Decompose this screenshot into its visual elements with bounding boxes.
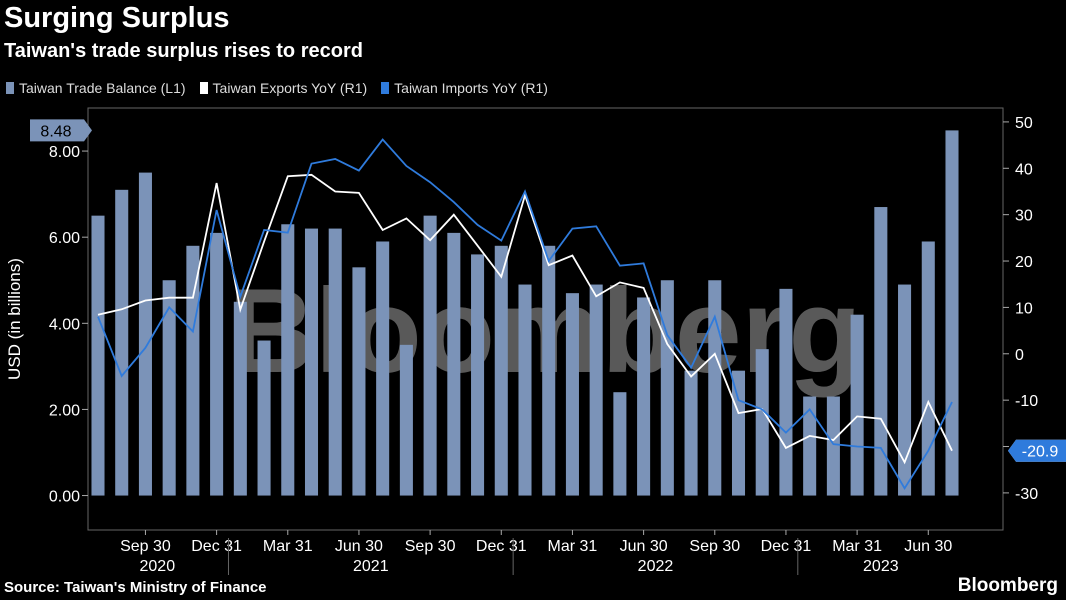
right-tick-label: 30 [1015, 208, 1033, 225]
x-tick-label: Sep 30 [120, 538, 171, 555]
trade-balance-bar [518, 284, 532, 496]
trade-balance-bar [803, 396, 817, 496]
legend-swatch-trade-balance [6, 82, 14, 94]
chart-title: Surging Surplus [4, 2, 230, 34]
legend-item-trade-balance: Taiwan Trade Balance (L1) [6, 80, 186, 96]
trade-balance-bar [613, 392, 627, 496]
x-tick-label: Jun 30 [335, 538, 383, 555]
legend-label-trade-balance: Taiwan Trade Balance (L1) [19, 80, 186, 96]
left-tick-label: 2.00 [49, 402, 80, 419]
trade-balance-bar [281, 224, 295, 496]
x-tick-label: Jun 30 [620, 538, 668, 555]
left-tick-label: 4.00 [49, 316, 80, 333]
trade-balance-bar [898, 284, 912, 496]
right-tick-label: -10 [1015, 393, 1038, 410]
right-tick-label: -30 [1015, 486, 1038, 503]
x-tick-label: Mar 31 [548, 538, 598, 555]
imports-line [97, 138, 953, 491]
trade-balance-bar [637, 297, 651, 496]
chart-subtitle: Taiwan's trade surplus rises to record [4, 40, 363, 62]
trade-balance-bar [447, 232, 461, 496]
last-value-marker-imports [1008, 439, 1066, 462]
trade-balance-bar [684, 370, 698, 496]
legend-swatch-exports [199, 82, 208, 94]
last-value-marker-balance [30, 119, 92, 142]
y-axis-title: USD (in billions) [5, 258, 24, 380]
trade-balance-bar [91, 215, 105, 496]
year-label: 2020 [140, 558, 176, 575]
trade-balance-bar [874, 207, 888, 496]
trade-balance-bar [471, 254, 485, 496]
plot-frame [87, 107, 1004, 531]
x-tick-label: Dec 31 [761, 538, 812, 555]
legend-label-imports: Taiwan Imports YoY (R1) [394, 80, 548, 96]
trade-balance-bar [779, 288, 793, 496]
right-tick-label: 40 [1015, 161, 1033, 178]
legend-label-exports: Taiwan Exports YoY (R1) [212, 80, 368, 96]
right-tick-label: 20 [1015, 254, 1033, 271]
legend-item-exports: Taiwan Exports YoY (R1) [199, 80, 368, 96]
trade-balance-bar [115, 189, 129, 496]
trade-balance-bar [304, 228, 319, 496]
bloomberg-logo: Bloomberg [957, 575, 1058, 596]
x-tick-label: Mar 31 [832, 538, 882, 555]
trade-balance-bar [589, 284, 603, 496]
trade-balance-bar [138, 172, 152, 496]
year-label: 2023 [863, 558, 899, 575]
trade-balance-bar [423, 215, 437, 496]
trade-balance-bar [233, 301, 247, 496]
x-tick-label: Dec 31 [191, 538, 242, 555]
legend-swatch-imports [381, 82, 390, 94]
left-tick-label: 8.00 [49, 144, 80, 161]
trade-balance-bar [352, 267, 366, 496]
trade-balance-bar [945, 130, 959, 496]
trade-balance-bar [257, 340, 271, 496]
trade-balance-bar [755, 349, 769, 496]
trade-balance-bar [731, 370, 746, 496]
right-tick-label: 10 [1015, 300, 1033, 317]
trade-balance-bar [210, 232, 224, 496]
trade-balance-bar [850, 314, 864, 496]
year-label: 2022 [638, 558, 674, 575]
trade-balance-bar [565, 293, 579, 496]
trade-balance-bar [921, 241, 935, 496]
x-tick-label: Mar 31 [263, 538, 313, 555]
x-tick-label: Sep 30 [405, 538, 456, 555]
x-tick-label: Sep 30 [689, 538, 740, 555]
trade-balance-bar [162, 280, 176, 496]
trade-balance-bar [494, 245, 508, 496]
last-value-label-balance: 8.48 [40, 123, 71, 140]
exports-line [97, 173, 953, 465]
left-tick-label: 6.00 [49, 230, 80, 247]
trade-balance-bar [708, 280, 722, 496]
trade-balance-bar [376, 241, 390, 496]
trade-balance-bar [399, 344, 413, 496]
legend-item-imports: Taiwan Imports YoY (R1) [381, 80, 548, 96]
trade-balance-bar [542, 245, 556, 496]
trade-balance-bar [660, 280, 674, 496]
trade-balance-bar [186, 245, 200, 496]
trade-balance-bar [328, 228, 342, 496]
right-tick-label: 50 [1015, 115, 1033, 132]
right-tick-label: 0 [1015, 347, 1024, 364]
x-tick-label: Dec 31 [476, 538, 527, 555]
last-value-label-imports: -20.9 [1022, 444, 1059, 461]
year-label: 2021 [353, 558, 389, 575]
left-tick-label: 0.00 [49, 489, 80, 506]
trade-balance-bar [826, 396, 840, 496]
legend: Taiwan Trade Balance (L1) Taiwan Exports… [6, 80, 548, 96]
x-tick-label: Jun 30 [904, 538, 952, 555]
source-note: Source: Taiwan's Ministry of Finance [4, 579, 267, 596]
